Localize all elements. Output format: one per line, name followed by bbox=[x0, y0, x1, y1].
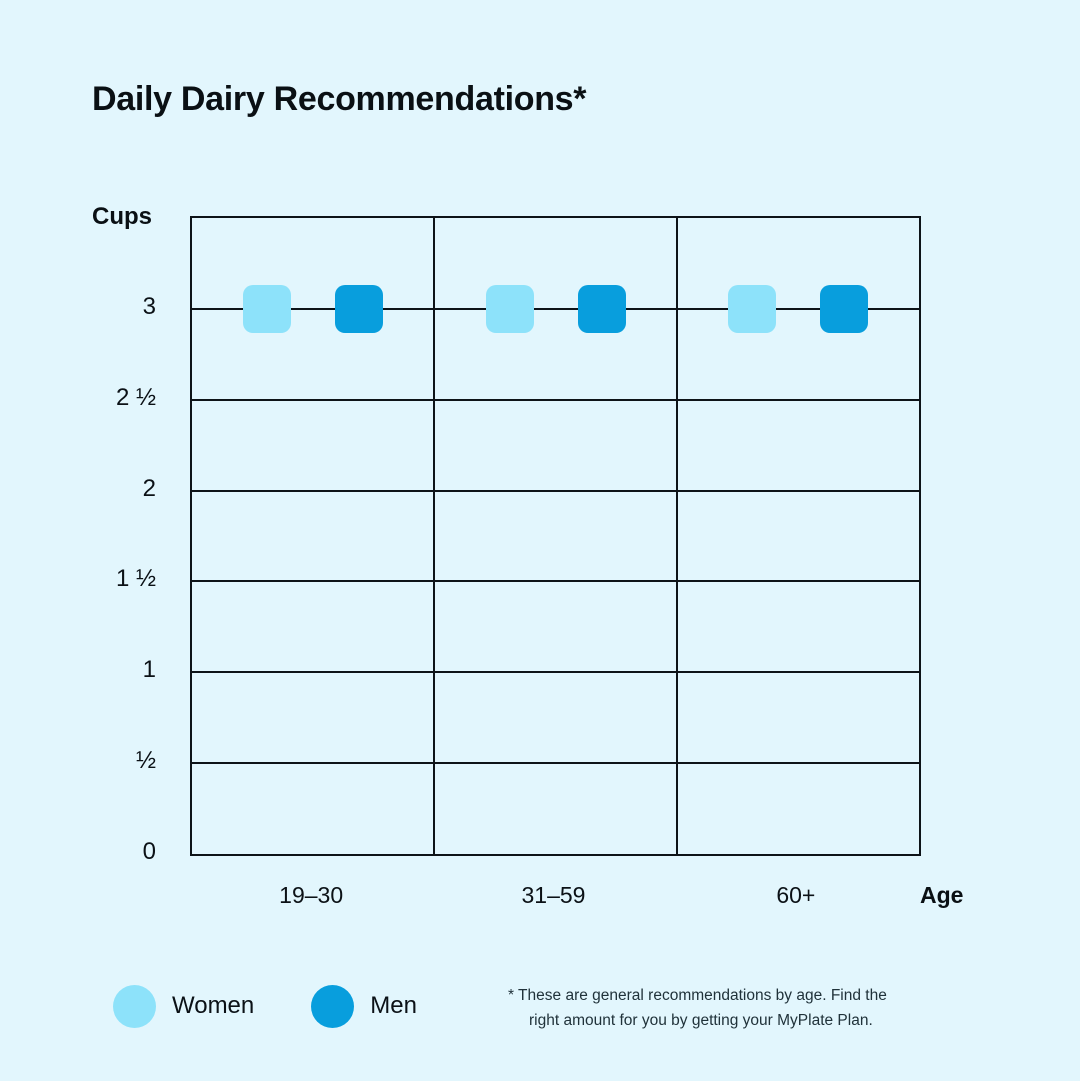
men-swatch-icon bbox=[311, 984, 355, 1028]
marker-women-31–59 bbox=[485, 284, 534, 333]
y-tick-½: ½ bbox=[135, 747, 156, 775]
y-tick-1: 1 bbox=[142, 656, 156, 684]
marker-men-19–30 bbox=[335, 284, 384, 333]
x-tick-19–30: 19–30 bbox=[279, 882, 344, 908]
legend-label-men: Men bbox=[370, 992, 417, 1019]
x-tick-31–59: 31–59 bbox=[521, 882, 586, 908]
gridline-y-2 ½ bbox=[192, 398, 919, 401]
gridline-x-1 bbox=[433, 218, 436, 854]
gridline-y-3 bbox=[192, 307, 919, 310]
gridline-y-2 bbox=[192, 489, 919, 492]
legend: Women Men bbox=[113, 984, 417, 1028]
legend-item-women: Women bbox=[113, 984, 254, 1028]
gridline-y-1 bbox=[192, 671, 919, 674]
y-axis-tick-labels: 0 ½ 1 1 ½ 2 2 ½ 3 bbox=[34, 216, 156, 865]
x-axis-title: Age bbox=[920, 882, 964, 908]
plot-area bbox=[190, 216, 921, 856]
y-tick-2 ½: 2 ½ bbox=[115, 383, 156, 411]
legend-label-women: Women bbox=[172, 992, 255, 1019]
y-tick-2: 2 bbox=[142, 474, 156, 502]
gridline-y-½ bbox=[192, 762, 919, 765]
footnote-line-1: * These are general recommendations by a… bbox=[508, 987, 887, 1004]
footnote: * These are general recommendations by a… bbox=[508, 983, 989, 1033]
y-tick-0: 0 bbox=[142, 838, 156, 865]
page-title: Daily Dairy Recommendations* bbox=[92, 80, 587, 118]
x-tick-60+: 60+ bbox=[776, 882, 816, 908]
marker-men-60+ bbox=[819, 284, 868, 333]
women-swatch-icon bbox=[113, 984, 156, 1028]
plot-grid bbox=[192, 218, 919, 854]
y-axis-title: Cups bbox=[92, 203, 152, 230]
marker-women-19–30 bbox=[243, 284, 292, 333]
legend-item-men: Men bbox=[311, 984, 417, 1028]
gridline-x-2 bbox=[675, 218, 678, 854]
marker-men-31–59 bbox=[577, 284, 626, 333]
x-axis-tick-labels: 19–30 31–59 60+ bbox=[190, 880, 917, 910]
marker-women-60+ bbox=[727, 284, 776, 333]
footnote-line-2: right amount for you by getting your MyP… bbox=[529, 1012, 873, 1029]
gridline-y-1 ½ bbox=[192, 580, 919, 583]
y-tick-3: 3 bbox=[142, 292, 156, 320]
y-tick-1 ½: 1 ½ bbox=[115, 565, 156, 593]
